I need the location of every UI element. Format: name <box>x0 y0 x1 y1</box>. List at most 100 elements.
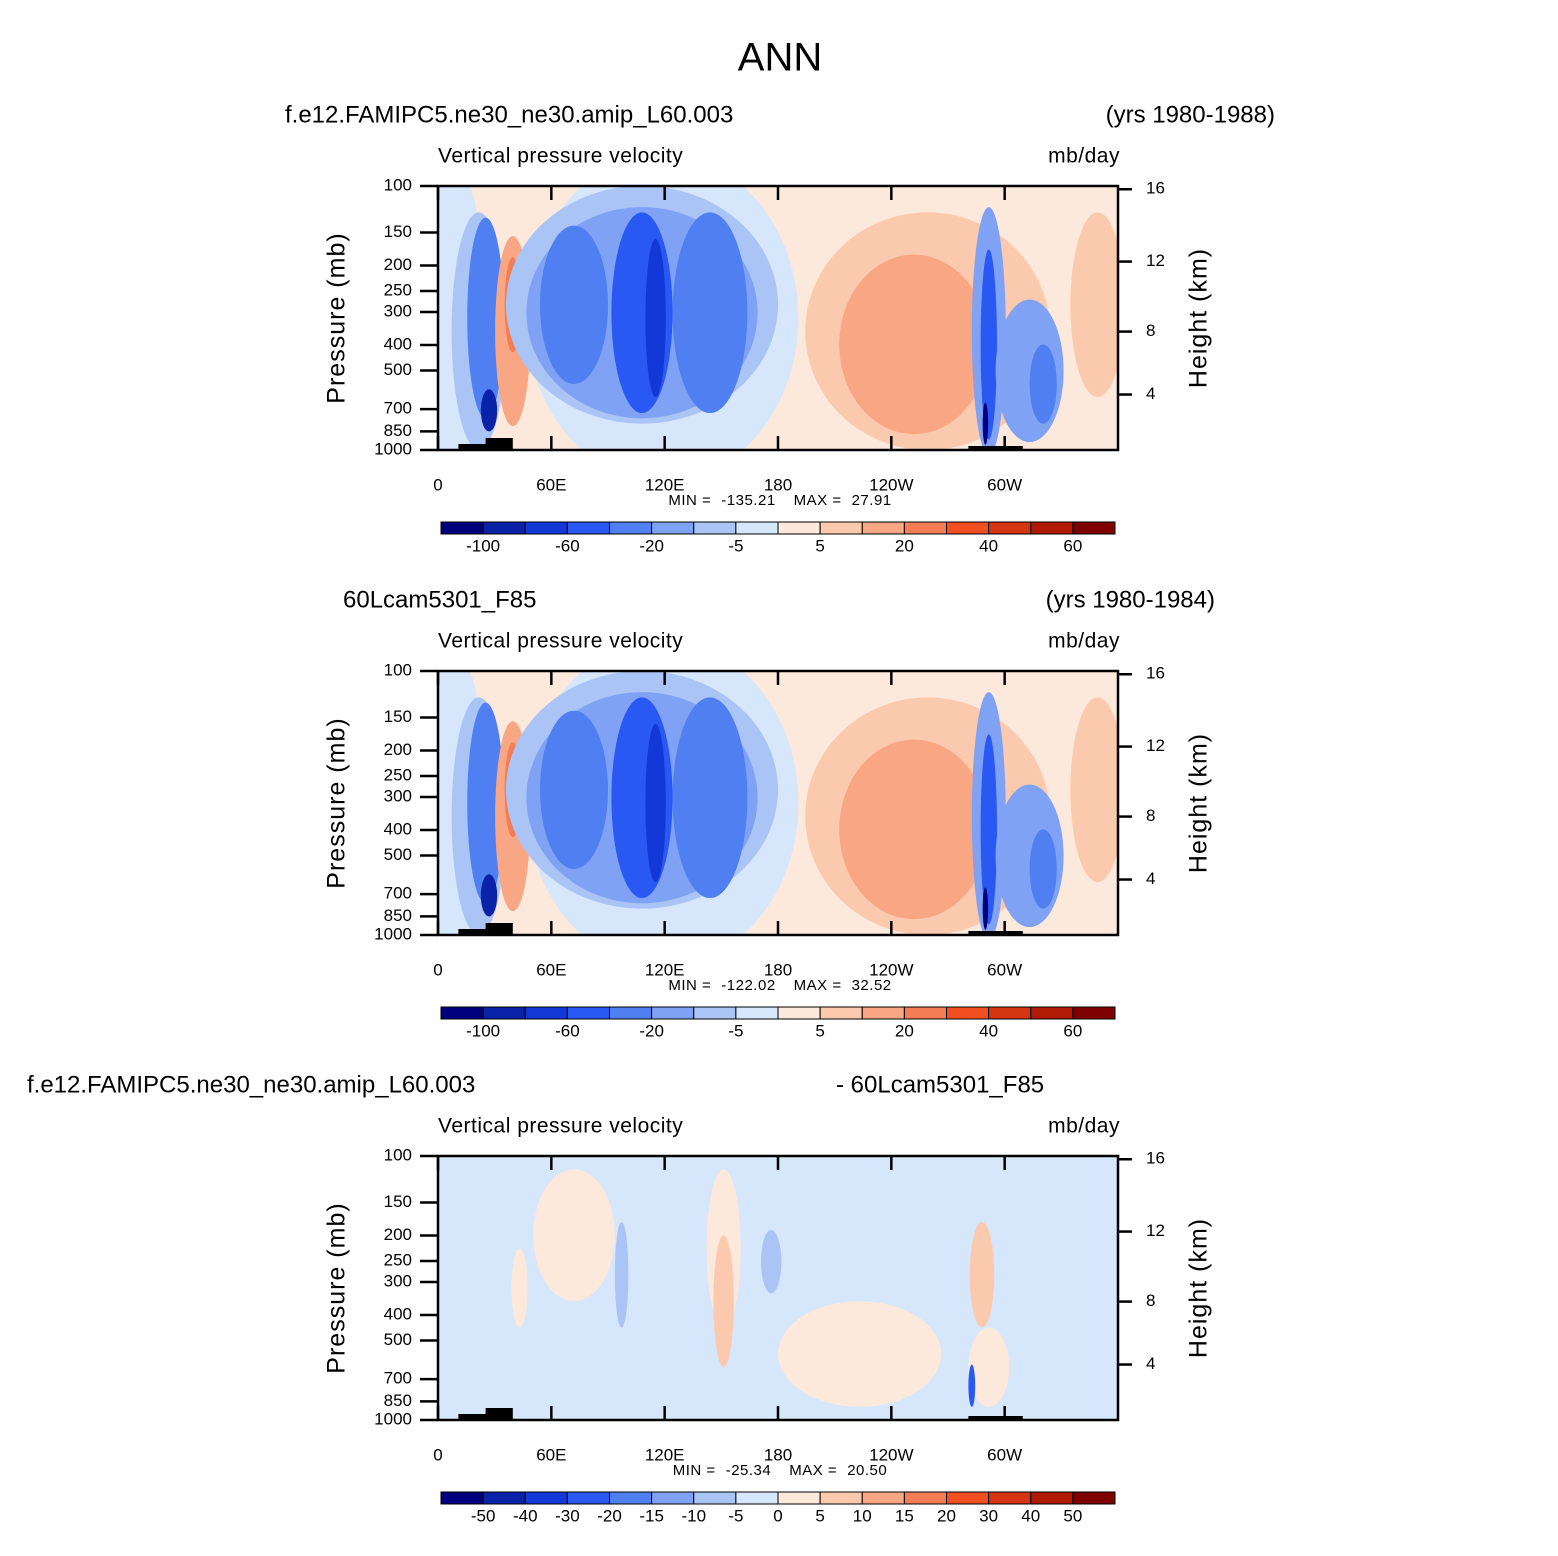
colorbar-box <box>651 1491 695 1505</box>
colorbar-label: 5 <box>815 536 824 555</box>
field-base <box>438 1156 1118 1420</box>
contour-region <box>980 734 997 925</box>
colorbar-box <box>903 1491 947 1505</box>
colorbar-box <box>651 521 695 535</box>
x-tick-label: 0 <box>433 475 442 494</box>
colorbar-box <box>566 1491 610 1505</box>
min-label: MIN = <box>673 1462 716 1479</box>
colorbar-label: 10 <box>853 1506 872 1525</box>
topography <box>968 931 1023 935</box>
colorbar-label: -100 <box>466 1021 500 1040</box>
contour-region <box>839 739 989 920</box>
y-tick-label: 1000 <box>374 1409 412 1428</box>
max-label: MAX = <box>794 492 842 509</box>
x-tick-label: 60W <box>987 1445 1022 1464</box>
max-label: MAX = <box>794 977 842 994</box>
colorbar-box <box>482 521 526 535</box>
y-tick-label: 400 <box>384 1304 412 1323</box>
x-tick-label: 60W <box>987 960 1022 979</box>
y-tick-label: 250 <box>384 766 412 785</box>
case-label: f.e12.FAMIPC5.ne30_ne30.amip_L60.003 <box>27 1071 475 1098</box>
contour-region <box>480 389 498 432</box>
colorbar-label: -30 <box>555 1506 580 1525</box>
colorbar-box <box>903 521 947 535</box>
colorbar-box <box>861 1006 905 1020</box>
y2-tick-label: 8 <box>1146 321 1155 340</box>
contour-region <box>467 217 504 419</box>
colorbar-box <box>524 1491 568 1505</box>
topography <box>968 446 1023 450</box>
colorbar-label: -10 <box>681 1506 706 1525</box>
colorbar-label: 40 <box>1021 1506 1040 1525</box>
y-axis-label: Pressure (mb) <box>323 1202 351 1373</box>
y-tick-label: 250 <box>384 1251 412 1270</box>
y-tick-label: 300 <box>384 786 412 805</box>
y2-tick-label: 4 <box>1146 384 1155 403</box>
colorbar-label: -20 <box>639 1021 664 1040</box>
colorbar-label: -15 <box>639 1506 664 1525</box>
y-tick-label: 150 <box>384 222 412 241</box>
y-tick-label: 300 <box>384 1271 412 1290</box>
colorbar-box <box>861 1491 905 1505</box>
case-label: 60Lcam5301_F85 <box>343 586 536 613</box>
colorbar-box <box>777 521 821 535</box>
colorbar-label: 0 <box>773 1506 782 1525</box>
x-tick-label: 180 <box>764 960 792 979</box>
colorbar-box <box>861 521 905 535</box>
y-tick-label: 100 <box>384 660 412 679</box>
colorbar-label: 5 <box>815 1021 824 1040</box>
x-tick-label: 180 <box>764 1445 792 1464</box>
min-value: -122.02 <box>721 977 775 994</box>
colorbar-box <box>1030 1006 1074 1020</box>
y-tick-label: 200 <box>384 740 412 759</box>
colorbar-box <box>777 1006 821 1020</box>
colorbar-box <box>609 521 653 535</box>
y-tick-label: 400 <box>384 334 412 353</box>
contour-region <box>968 1327 1010 1407</box>
y-tick-label: 250 <box>384 281 412 300</box>
colorbar-label: -60 <box>555 536 580 555</box>
colorbar-label: -50 <box>471 1506 496 1525</box>
variable-label: Vertical pressure velocity <box>438 1115 683 1138</box>
y-tick-label: 300 <box>384 301 412 320</box>
colorbar-box <box>566 1006 610 1020</box>
case-label-right: (yrs 1980-1988) <box>1106 101 1275 128</box>
colorbar-box <box>819 1006 863 1020</box>
x-tick-label: 0 <box>433 960 442 979</box>
contour-region <box>1029 344 1057 424</box>
contour-region <box>1070 697 1118 883</box>
y-tick-label: 400 <box>384 819 412 838</box>
colorbar-box <box>524 521 568 535</box>
contour-region <box>761 1229 782 1294</box>
colorbar-label: 20 <box>895 1021 914 1040</box>
colorbar-box <box>693 521 737 535</box>
colorbar-label: 30 <box>979 1506 998 1525</box>
colorbar-box <box>609 1006 653 1020</box>
case-label-right: - 60Lcam5301_F85 <box>836 1071 1044 1098</box>
max-label: MAX = <box>789 1462 837 1479</box>
y-axis-label: Pressure (mb) <box>323 232 351 403</box>
colorbar-label: 20 <box>895 536 914 555</box>
y2-tick-label: 8 <box>1146 806 1155 825</box>
y-tick-label: 500 <box>384 360 412 379</box>
x-tick-label: 120E <box>645 960 685 979</box>
stats: MIN = -122.02 MAX = 32.52 <box>668 977 891 994</box>
contour-region <box>839 254 989 435</box>
y2-tick-label: 16 <box>1146 664 1165 683</box>
colorbar-label: -60 <box>555 1021 580 1040</box>
colorbar-box <box>524 1006 568 1020</box>
case-label-right: (yrs 1980-1984) <box>1046 586 1215 613</box>
contour-region <box>778 1301 942 1407</box>
colorbar-box <box>482 1491 526 1505</box>
topography <box>458 444 506 450</box>
min-value: -135.21 <box>721 492 775 509</box>
x-tick-label: 120W <box>869 1445 913 1464</box>
y-axis-label: Pressure (mb) <box>323 717 351 888</box>
colorbar-box <box>693 1491 737 1505</box>
y-tick-label: 100 <box>384 175 412 194</box>
colorbar-label: -5 <box>728 1506 743 1525</box>
contour-region <box>480 874 498 917</box>
colorbar-box <box>777 1491 821 1505</box>
colorbar-box <box>440 1006 484 1020</box>
